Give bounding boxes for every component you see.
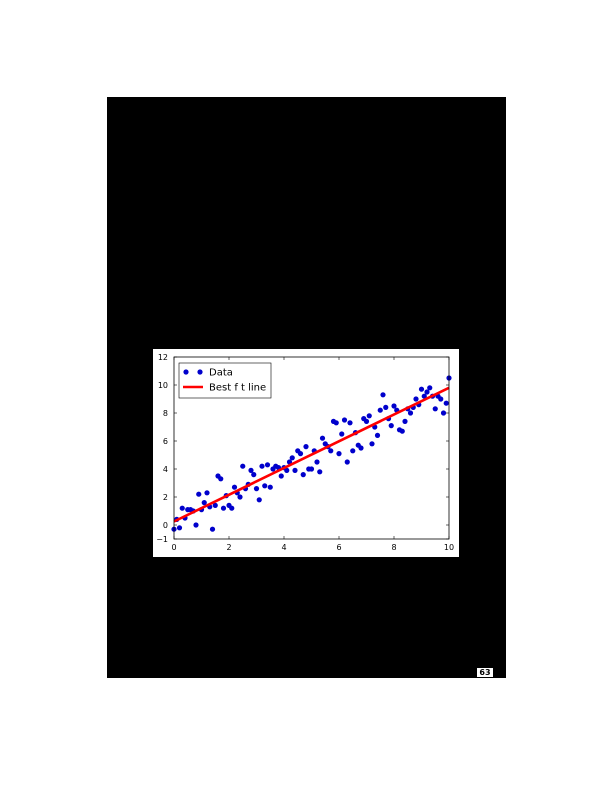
data-point [196,491,202,497]
legend-marker [183,369,189,375]
data-point [240,463,246,469]
x-tick-label: 10 [444,543,454,552]
axes-frame [173,356,450,540]
data-point [262,483,268,489]
data-point [443,400,449,406]
data-point [391,403,397,409]
data-point [204,490,210,496]
x-tick-label: 4 [281,543,286,552]
data-point [229,505,235,511]
x-tick-label: 6 [336,543,341,552]
data-point [366,413,372,419]
data-point [193,522,199,528]
data-point [333,420,339,426]
y-tick-label: 2 [163,493,168,502]
data-point [176,525,183,531]
data-point [297,451,304,457]
data-point [347,420,353,426]
data-point [256,497,262,503]
data-point [251,472,257,478]
data-point [259,463,265,469]
legend-box [178,362,272,399]
data-point [292,467,298,473]
data-point [308,466,315,472]
y-tick-label: 4 [163,465,168,474]
data-point [339,431,345,437]
data-point [380,392,386,398]
y-tick-label: −1 [156,535,168,544]
data-point [402,418,408,424]
data-point [427,385,433,391]
data-point [253,486,260,492]
data-point [418,386,425,392]
data-point [388,423,394,429]
x-tick-label: 8 [391,543,396,552]
data-point [212,502,218,508]
data-point [336,451,342,457]
data-point [278,473,284,479]
data-point [424,389,430,395]
data-point [350,448,356,454]
legend: Data Best f t line [178,362,272,399]
data-point [377,407,383,413]
data-point [314,459,320,465]
y-tick-label: 12 [158,353,168,362]
data-point [201,500,207,506]
data-point [303,444,309,450]
data-point [209,526,216,532]
best-fit-line [173,386,450,523]
x-tick-label: 0 [171,543,176,552]
data-point [374,432,381,438]
data-point [319,435,326,441]
chart-figure: 0 2 4 6 8 10 −1 0 2 4 6 8 10 12 Data Best f t line [153,349,459,557]
data-point [399,428,405,434]
x-tick-label: 2 [226,543,231,552]
data-point [237,494,243,500]
data-point [284,467,290,473]
page-number: 63 [476,667,494,678]
data-point [369,441,375,447]
data-point [220,505,227,511]
data-point [328,448,334,454]
data-point [344,459,350,465]
data-point [383,404,389,410]
data-point [358,445,364,451]
data-point [407,410,414,416]
data-point [440,410,447,416]
data-point [218,476,224,482]
plot-area [171,375,452,532]
data-point [300,472,306,478]
legend-label: Data [209,368,233,379]
legend-label: Best f t line [209,383,266,394]
legend-marker [197,369,203,375]
data-point [231,484,238,490]
data-point [432,406,438,412]
data-point [289,455,295,461]
data-point [421,393,427,399]
data-point [438,396,444,402]
y-tick-label: 6 [163,437,168,446]
data-point [363,418,370,424]
y-tick-label: 10 [158,381,168,390]
data-point [264,462,271,468]
data-point [248,467,254,473]
data-point [413,396,419,402]
y-tick-label: 8 [163,409,168,418]
data-point [179,505,185,511]
data-point [317,469,323,475]
y-tick-label: 0 [163,521,168,530]
data-point [267,484,273,490]
data-point [341,417,348,423]
